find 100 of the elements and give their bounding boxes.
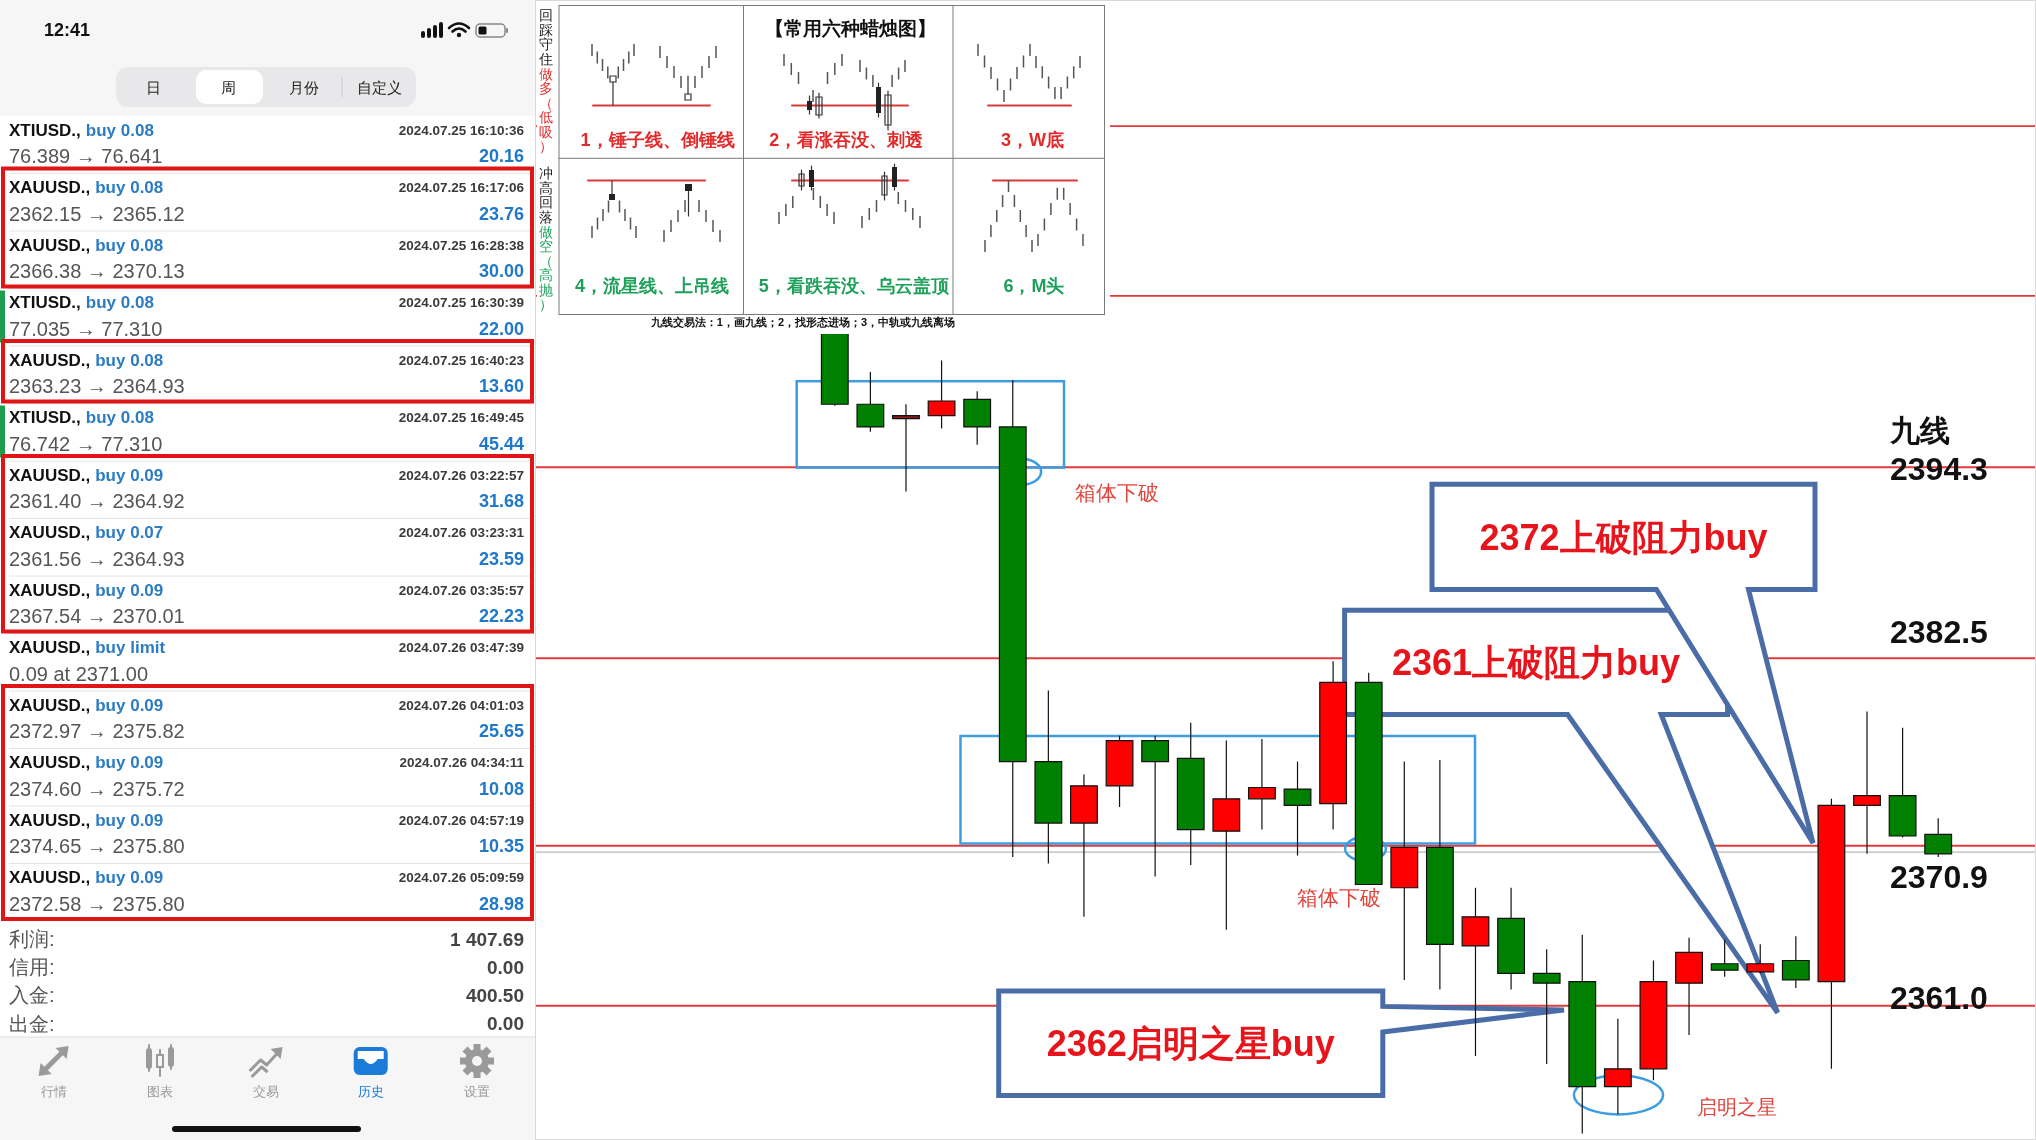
candlestick <box>1319 660 1348 831</box>
text: 22.00 <box>478 318 524 339</box>
candlestick <box>1817 798 1846 1070</box>
text: buy 0.09 <box>95 580 164 600</box>
text: 设置 <box>464 1083 490 1099</box>
text: 2024.07.25 16:40:23 <box>398 352 525 368</box>
annotation: 5，看跌吞没、乌云盖顶 <box>758 275 950 296</box>
annotation: 九线交易法：1，画九线；2，找形态进场；3，中轨或九线离场 <box>649 316 956 329</box>
text: 2024.07.26 05:09:59 <box>398 870 524 885</box>
text: 2024.07.25 16:17:06 <box>398 180 525 195</box>
annotation: 2362启明之星buy <box>1046 1022 1335 1064</box>
annotation: 箱体下破 <box>1297 885 1381 909</box>
text: buy 0.08 <box>85 120 154 140</box>
candlestick <box>927 360 956 430</box>
candlestick <box>820 332 849 407</box>
text: 2024.07.26 03:23:31 <box>398 525 525 540</box>
text: 做多（低吸） <box>539 65 553 155</box>
annotation: 3，W底 <box>1000 130 1064 150</box>
ref-line-label: 2370.9 <box>1890 858 1988 895</box>
text: XAUUSD., <box>9 523 91 542</box>
candlestick <box>1568 934 1597 1135</box>
text: buy 0.09 <box>95 810 164 830</box>
text: 2024.07.26 03:35:57 <box>398 582 524 598</box>
annotation: 2372上破阻力buy <box>1479 516 1768 558</box>
candlestick <box>1034 689 1063 865</box>
text: 入金: <box>9 984 55 1007</box>
annotation: 启明之星 <box>1697 1096 1777 1118</box>
text: 22.23 <box>478 606 524 626</box>
text: 历史 <box>357 1083 384 1099</box>
text: 2024.07.25 16:49:45 <box>398 410 525 425</box>
candlestick <box>1497 887 1526 991</box>
text: 图表 <box>147 1083 173 1099</box>
text: 1 407.69 <box>450 928 524 950</box>
text: XTIUSD., <box>9 120 81 140</box>
text: buy 0.08 <box>95 178 164 197</box>
text: 10.35 <box>478 836 524 856</box>
text: 做空（高抛） <box>539 223 553 313</box>
text: XAUUSD., <box>9 868 91 887</box>
candlestick <box>1924 817 1953 858</box>
text: 400.50 <box>465 984 524 1006</box>
candlestick <box>1141 735 1170 878</box>
text: buy 0.09 <box>95 465 164 485</box>
text: 月份 <box>289 78 319 96</box>
candlestick <box>1746 943 1775 975</box>
text: 30.00 <box>478 261 524 281</box>
text: 出金: <box>9 1012 55 1035</box>
candlestick <box>1425 759 1454 991</box>
text: XAUUSD., <box>9 235 91 255</box>
text: 2372.97 → 2375.82 <box>9 720 185 742</box>
candlestick <box>1212 740 1241 931</box>
text: 行情 <box>40 1083 67 1099</box>
text: buy limit <box>95 638 166 657</box>
text: buy 0.08 <box>85 293 154 312</box>
candlestick <box>1105 735 1134 808</box>
text: buy 0.09 <box>95 695 164 715</box>
text: buy 0.09 <box>95 753 164 772</box>
candlestick <box>1390 761 1419 981</box>
text: XAUUSD., <box>9 695 91 715</box>
candlestick <box>1853 710 1881 855</box>
candlestick <box>1176 722 1205 866</box>
text: 76.742 → 77.310 <box>9 432 163 455</box>
text: 2362.15 → 2365.12 <box>9 202 185 225</box>
text: 76.389 → 76.641 <box>9 145 163 167</box>
text: 日 <box>145 78 161 96</box>
text: XTIUSD., <box>9 408 81 427</box>
candlestick <box>1675 937 1703 1036</box>
text: 2024.07.25 16:28:38 <box>398 237 525 253</box>
text: 2367.54 → 2370.01 <box>9 605 185 627</box>
text: 10.08 <box>478 778 524 799</box>
text: 2374.65 → 2375.80 <box>9 835 185 857</box>
annotation: 2，看涨吞没、刺透 <box>769 130 924 150</box>
text: 13.60 <box>478 376 524 396</box>
candlestick <box>856 371 885 433</box>
text: 周 <box>220 78 236 96</box>
annotation: 九线 <box>1889 413 1950 447</box>
text: buy 0.08 <box>95 235 164 255</box>
text: 2024.07.26 03:22:57 <box>398 467 524 483</box>
candlestick <box>1461 887 1490 1057</box>
candlestick <box>998 379 1027 858</box>
text: XAUUSD., <box>9 580 91 600</box>
candlestick <box>1710 938 1739 978</box>
text: 2024.07.26 04:57:19 <box>398 812 524 828</box>
text: 2366.38 → 2370.13 <box>9 260 185 282</box>
text: XAUUSD., <box>9 810 91 830</box>
text: 23.76 <box>478 203 524 224</box>
ref-line-label: 2382.5 <box>1890 614 1988 651</box>
text: 23.59 <box>478 548 524 569</box>
text: 0.00 <box>487 956 524 978</box>
text: buy 0.09 <box>95 868 164 887</box>
candlestick <box>1354 672 1383 886</box>
annotation: 箱体下破 <box>1075 480 1159 504</box>
text: 2024.07.26 03:47:39 <box>398 640 524 655</box>
candlestick <box>1532 948 1561 1065</box>
text: 2024.07.25 16:30:39 <box>398 295 524 310</box>
annotation: 2361上破阻力buy <box>1391 641 1681 683</box>
text: 2372.58 → 2375.80 <box>9 892 185 915</box>
candlestick <box>1639 959 1668 1081</box>
text: 利润: <box>9 928 55 950</box>
text: 【常用六种蜡烛图】 <box>764 17 936 39</box>
candlestick <box>1283 761 1312 856</box>
